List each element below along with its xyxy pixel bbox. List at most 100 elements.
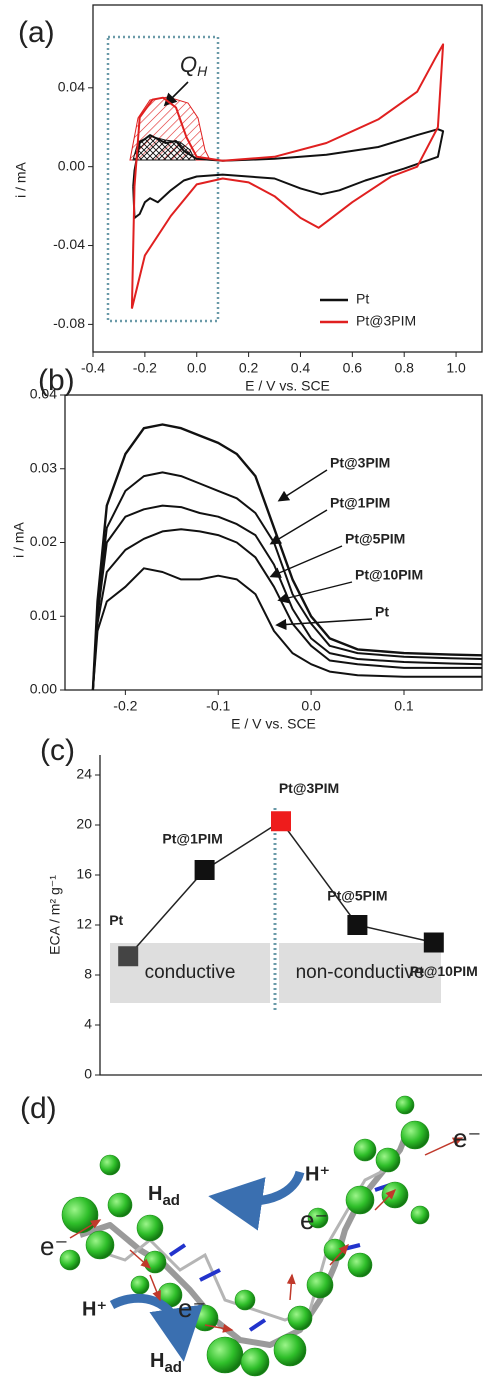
electron-label: e⁻ — [453, 1123, 481, 1153]
x-tick-label: 0.0 — [187, 360, 207, 376]
adsorbed-label: Had — [150, 1350, 182, 1376]
proton-label: H⁺ — [82, 1298, 107, 1320]
point-label: Pt@3PIM — [279, 780, 339, 796]
adsorbed-sub: ad — [164, 1359, 182, 1376]
atom — [410, 1205, 430, 1225]
x-tick-label: 0.6 — [343, 360, 363, 376]
label-arrow — [269, 509, 328, 545]
panel-label: (c) — [40, 734, 75, 767]
axis-lines — [99, 755, 482, 1076]
atom — [206, 1336, 244, 1374]
atom — [85, 1230, 115, 1260]
region-box — [279, 943, 441, 1003]
annotation-base: Q — [180, 52, 197, 77]
point-label: Pt — [109, 912, 123, 928]
adsorbed-base: H — [148, 1183, 162, 1205]
series-label: Pt — [375, 604, 389, 620]
atom — [143, 1250, 167, 1274]
series-line — [91, 471, 483, 691]
series-line — [91, 567, 482, 691]
atom — [287, 1305, 313, 1331]
atom — [273, 1333, 307, 1367]
x-tick-label: 0.2 — [239, 360, 259, 376]
atom — [99, 1154, 121, 1176]
point — [423, 932, 444, 953]
point-label: Pt@10PIM — [410, 963, 478, 979]
y-tick-label: 12 — [76, 916, 92, 932]
legend-label: Pt — [356, 291, 369, 307]
y-tick-label: 0.04 — [58, 79, 85, 95]
x-axis-title: E / V vs. SCE — [231, 716, 316, 732]
y-tick-label: 0.01 — [30, 607, 57, 623]
x-tick-label: 0.8 — [394, 360, 414, 376]
y-tick-label: -0.08 — [53, 315, 85, 331]
panel-label: (d) — [20, 1092, 57, 1125]
label-arrow — [277, 469, 328, 502]
panel-label: (b) — [38, 364, 75, 397]
reaction-arrows — [69, 1137, 464, 1362]
atom — [306, 1271, 334, 1299]
atom — [345, 1185, 375, 1215]
x-tick-label: 0.0 — [301, 698, 321, 714]
plot-frame — [92, 4, 483, 353]
point-label: Pt@5PIM — [327, 888, 387, 904]
y-tick-label: 0.04 — [30, 386, 57, 402]
legend-label: Pt@3PIM — [356, 313, 416, 329]
y-tick-label: 16 — [76, 866, 92, 882]
y-axis-title: ECA / m² g⁻¹ — [47, 875, 63, 955]
series-line — [132, 128, 445, 219]
atom — [59, 1249, 81, 1271]
series-label: Pt@3PIM — [330, 455, 390, 471]
y-tick-label: 0.02 — [30, 533, 57, 549]
x-tick-label: 0.4 — [291, 360, 311, 376]
point — [347, 915, 368, 935]
atom — [381, 1181, 409, 1209]
series-label: Pt@1PIM — [330, 495, 390, 511]
atom — [136, 1214, 164, 1242]
adsorbed-label: Had — [148, 1183, 180, 1209]
electron-label: e⁻ — [40, 1231, 68, 1261]
x-tick-label: -0.1 — [206, 698, 230, 714]
y-tick-label: 8 — [84, 966, 92, 982]
atom — [130, 1275, 150, 1295]
series-line — [91, 423, 483, 691]
atom — [307, 1207, 329, 1229]
y-tick-label: 0.03 — [30, 459, 57, 475]
y-axis-title: i / mA — [13, 161, 29, 197]
electron-label: e⁻ — [300, 1205, 328, 1235]
region-label: conductive — [145, 962, 236, 983]
series-line — [91, 528, 482, 691]
molecule-illustration — [59, 1095, 430, 1377]
x-tick-label: -0.2 — [133, 360, 157, 376]
point — [118, 946, 139, 967]
label-arrow — [277, 581, 353, 604]
series-line — [130, 43, 445, 309]
x-tick-label: 0.1 — [394, 698, 414, 714]
series-label: Pt@10PIM — [355, 567, 423, 583]
atom — [347, 1252, 373, 1278]
x-tick-label: -0.4 — [81, 360, 105, 376]
point-label: Pt@1PIM — [162, 831, 222, 847]
atom — [400, 1120, 430, 1150]
region-label: non-conductive — [296, 962, 425, 983]
y-tick-label: 4 — [84, 1016, 92, 1032]
label-arrow — [269, 545, 343, 578]
atom — [107, 1192, 133, 1218]
label-arrow — [275, 618, 373, 631]
y-tick-label: 0.00 — [58, 157, 85, 173]
atom — [240, 1347, 270, 1377]
proton-label: H⁺ — [305, 1163, 330, 1185]
annotation-sub: H — [197, 63, 208, 79]
y-tick-label: 0.00 — [30, 681, 57, 697]
electron-label: e⁻ — [178, 1293, 206, 1323]
y-tick-label: 20 — [76, 816, 92, 832]
y-tick-label: -0.04 — [53, 236, 85, 252]
annotation: QH — [180, 52, 208, 79]
series-line — [91, 504, 483, 691]
atom — [353, 1138, 377, 1162]
atom — [395, 1095, 415, 1115]
series-label: Pt@5PIM — [345, 531, 405, 547]
adsorbed-sub: ad — [162, 1192, 180, 1209]
atom — [61, 1196, 99, 1234]
